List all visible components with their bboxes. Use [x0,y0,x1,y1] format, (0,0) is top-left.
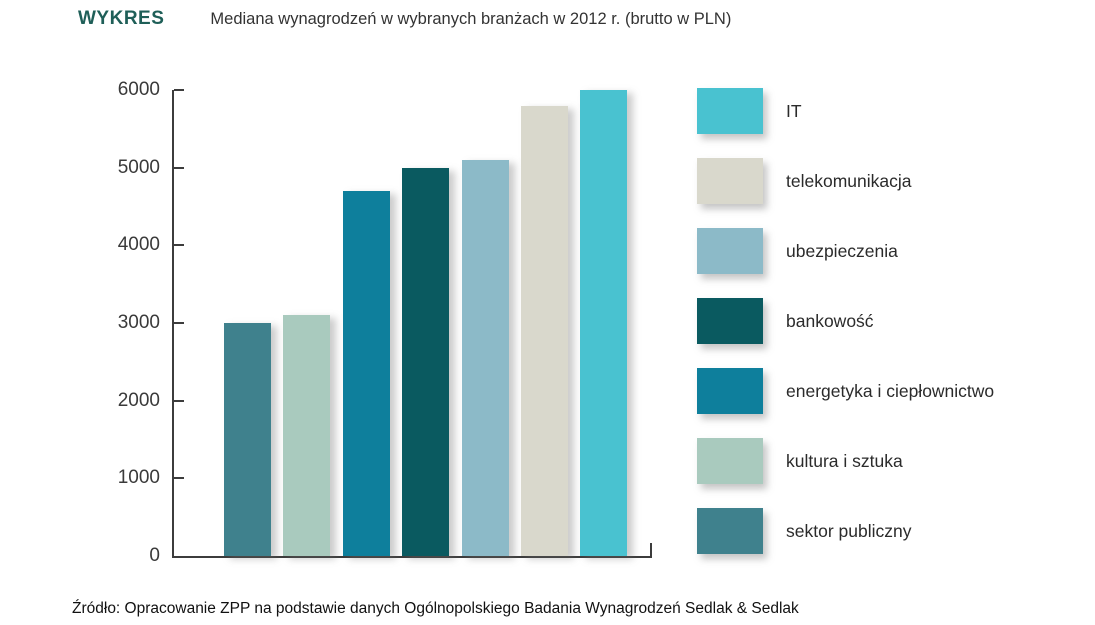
legend-label: telekomunikacja [786,170,912,191]
legend-item: energetyka i ciepłownictwo [697,368,994,414]
legend-item: telekomunikacja [697,158,994,204]
bar-IT [580,90,628,556]
legend-swatch-icon [697,228,763,274]
bar-telekomunikacja [521,105,568,556]
y-tick-label: 2000 [117,389,160,411]
legend-label: ubezpieczenia [786,240,898,261]
legend-label: sektor publiczny [786,520,912,541]
legend-item: IT [697,88,994,134]
y-tick-label: 0 [149,545,160,566]
y-tick-mark [174,166,184,169]
x-axis-end-tick [650,543,652,556]
y-tick-label: 3000 [117,312,160,333]
y-tick-mark [174,399,184,402]
y-tick-mark [174,244,184,247]
y-tick-label: 4000 [117,234,160,256]
y-tick-mark [174,322,184,324]
legend-swatch-icon [697,158,763,204]
legend-label: bankowość [786,310,874,331]
source-note: Źródło: Opracowanie ZPP na podstawie dan… [72,600,799,617]
legend-item: bankowość [697,298,994,344]
chart-title: Mediana wynagrodzeń w wybranych branżach… [210,10,732,28]
bar-bankowość [402,167,450,556]
plot-region [172,89,652,558]
chart-header: WYKRES Mediana wynagrodzeń w wybranych b… [78,8,731,30]
legend-swatch-icon [697,298,763,344]
legend-label: energetyka i ciepłownictwo [786,380,995,401]
legend: IT telekomunikacja ubezpieczenia bankowość e… [697,88,994,578]
bar-energetyka-i-ciepłownictwo [342,190,390,556]
y-tick-label: 5000 [117,156,160,178]
legend-swatch-icon [697,438,763,484]
y-tick-label: 6000 [117,79,160,100]
legend-swatch-icon [697,508,763,554]
legend-item: kultura i sztuka [697,438,994,484]
legend-label: kultura i sztuka [786,450,903,471]
legend-item: sektor publiczny [697,508,994,554]
legend-swatch-icon [697,88,763,134]
bar-ubezpieczenia [461,159,509,556]
chart-kicker: WYKRES [78,8,165,29]
y-tick-mark [174,477,184,480]
legend-item: ubezpieczenia [697,228,994,274]
bar-sektor-publiczny [224,323,271,556]
legend-label: IT [786,100,802,121]
legend-swatch-icon [697,368,763,414]
bar-kultura-i-sztuka [283,315,331,556]
y-tick-mark [174,89,184,92]
y-tick-label: 1000 [117,467,160,489]
